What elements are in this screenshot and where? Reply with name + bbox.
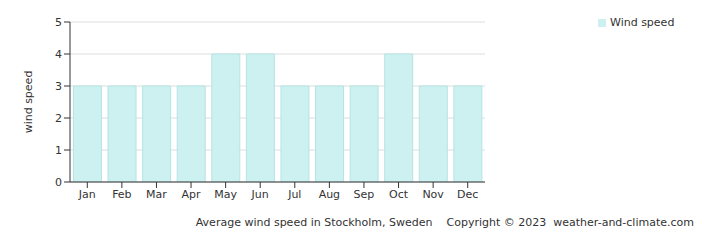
svg-text:2: 2 [55,112,62,125]
svg-text:5: 5 [55,16,62,29]
svg-text:3: 3 [55,80,62,93]
svg-text:0: 0 [55,176,62,189]
svg-text:1: 1 [55,144,62,157]
html-text:Copyright © 2023: Copyright © 2023 [446,216,547,229]
html-text:Average wind speed in Stockhol: Average wind speed in Stockholm, Sweden [195,216,433,229]
svg-text:Sep: Sep [354,188,375,201]
svg-text:Jun: Jun [251,188,269,201]
svg-text:Aug: Aug [319,188,340,201]
svg-text:Feb: Feb [112,188,131,201]
svg-text:Oct: Oct [389,188,409,201]
html-text:Wind speed: Wind speed [610,16,675,29]
svg-text:May: May [214,188,237,201]
svg-text:wind speed: wind speed [22,71,35,134]
svg-text:Mar: Mar [146,188,167,201]
svg-text:4: 4 [55,48,62,61]
svg-text:Dec: Dec [457,188,478,201]
svg-text:Jan: Jan [78,188,96,201]
svg-text:Apr: Apr [182,188,202,201]
svg-text:Nov: Nov [422,188,444,201]
html-text:weather-and-climate.com: weather-and-climate.com [553,216,694,229]
svg-text:Jul: Jul [287,188,301,201]
